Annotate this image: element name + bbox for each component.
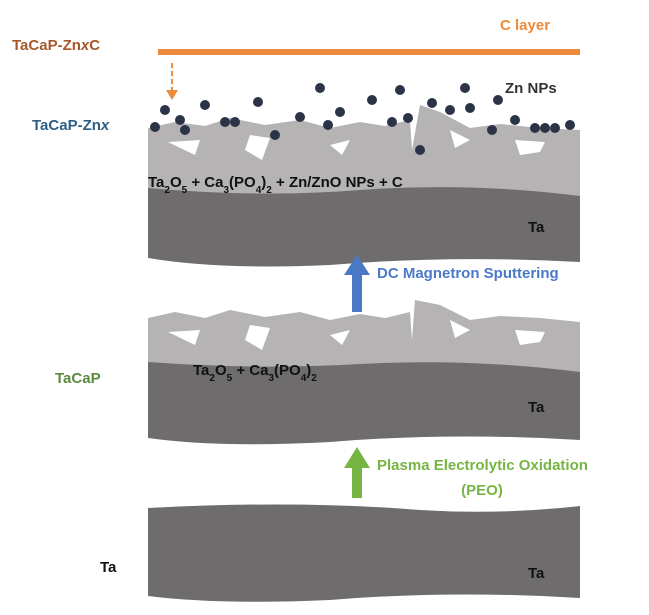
c-layer-label: C layer [500, 17, 550, 34]
substrate-label: Ta [528, 399, 545, 416]
stage-label: TaCaP-Znx [32, 117, 110, 134]
oxide-layer [148, 300, 580, 372]
substrate-label: Ta [528, 565, 545, 582]
text-part: x [100, 117, 110, 134]
stage-label: TaCaP-ZnxC [12, 37, 100, 54]
text-part: + Zn/ZnO NPs + C [272, 174, 403, 191]
text-part: 2 [311, 373, 317, 384]
step-label: DC Magnetron Sputtering [377, 265, 559, 282]
peo-arrow [344, 447, 370, 498]
stage-label: TaCaP [55, 370, 101, 387]
ta-substrate [148, 504, 580, 601]
diagram: TaCaP-ZnxC TaCaP-Znx C layer Zn NPs Ta2O… [0, 0, 649, 615]
step-label: Plasma Electrolytic Oxidation [377, 457, 588, 474]
text-part: TaCaP-Zn [32, 117, 101, 134]
stage-label: Ta [100, 559, 117, 576]
ta-substrate [148, 185, 580, 266]
text-part: + Ca [187, 174, 224, 191]
substrate-label: Ta [528, 219, 545, 236]
text-part: O [215, 362, 227, 379]
text-part: O [170, 174, 182, 191]
text-part: Ta [148, 174, 165, 191]
text-part: (PO [274, 362, 301, 379]
text-part: Ta [193, 362, 210, 379]
text-part: C [89, 37, 100, 54]
text-part: + Ca [232, 362, 269, 379]
arrow-head [166, 90, 178, 100]
nps-label: Zn NPs [505, 80, 557, 97]
text-part: TaCaP-Zn [12, 37, 81, 54]
text-part: (PO [229, 174, 256, 191]
step-label: (PEO) [461, 482, 503, 499]
